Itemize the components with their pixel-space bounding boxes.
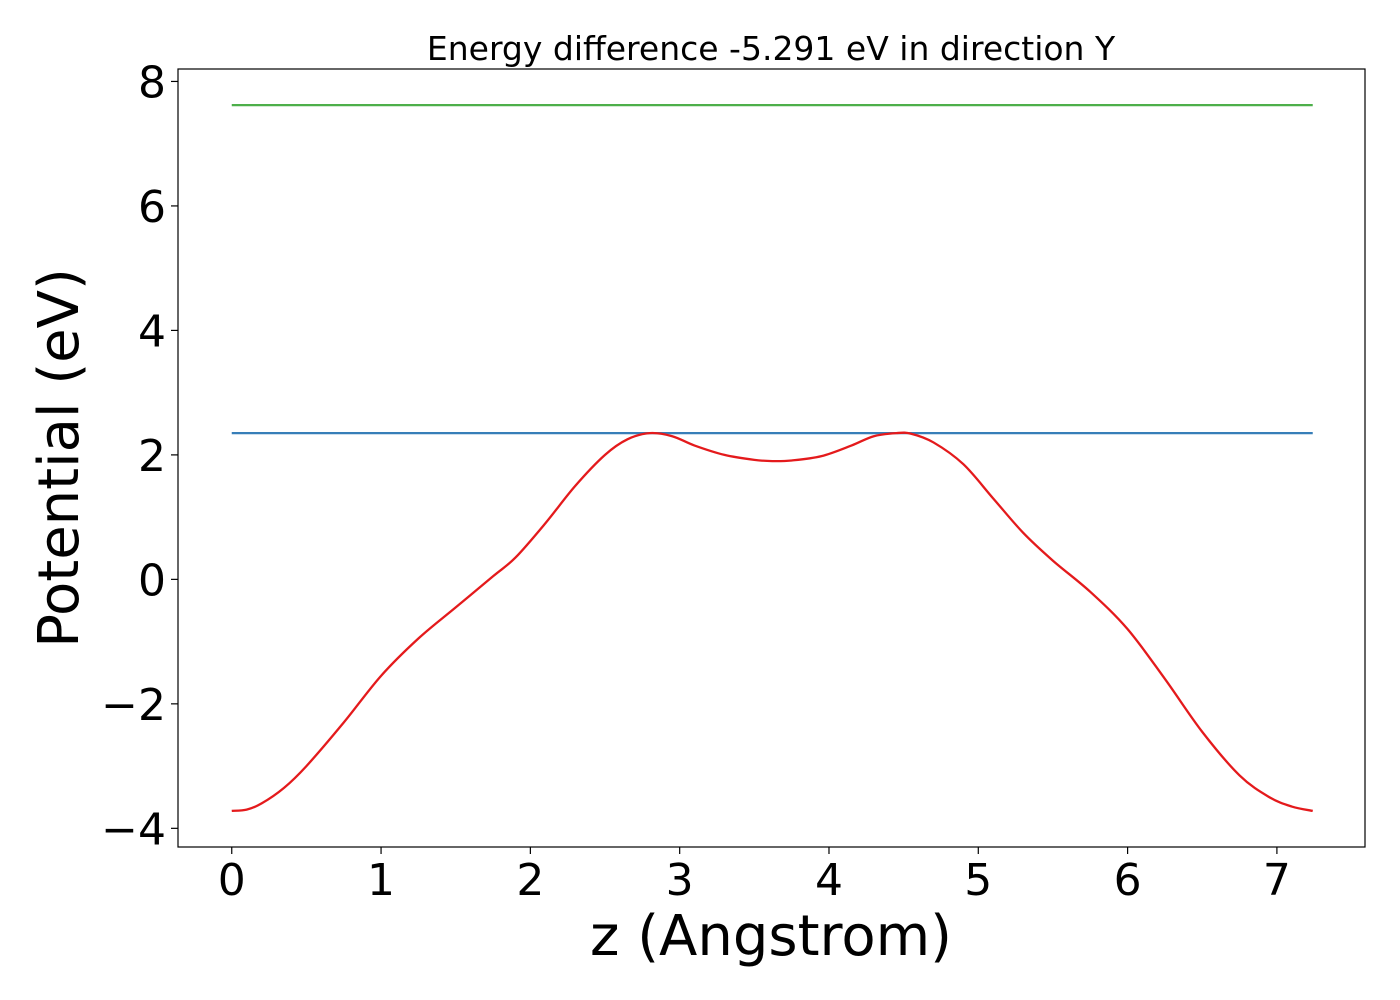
chart-title: Energy difference -5.291 eV in direction…	[427, 29, 1116, 68]
x-tick-label: 6	[1114, 855, 1142, 906]
x-tick-label: 0	[218, 855, 246, 906]
x-tick-label: 7	[1263, 855, 1291, 906]
x-tick-label: 2	[516, 855, 544, 906]
y-axis: −4 −2 0 2 4 6 8	[101, 57, 178, 855]
x-axis: 0 1 2 3 4 5 6 7	[218, 847, 1291, 906]
y-tick-label: 4	[138, 306, 166, 357]
y-tick-label: −4	[101, 804, 166, 855]
y-tick-label: −2	[101, 680, 166, 731]
y-tick-label: 2	[138, 431, 166, 482]
y-tick-label: 8	[138, 57, 166, 108]
x-tick-label: 3	[666, 855, 694, 906]
x-tick-label: 4	[815, 855, 843, 906]
x-axis-label: z (Angstrom)	[590, 904, 952, 969]
axes-frame	[177, 68, 1366, 848]
y-tick-label: 6	[138, 182, 166, 233]
x-tick-label: 1	[367, 855, 395, 906]
plot-area	[231, 103, 1313, 813]
y-axis-label: Potential (eV)	[27, 268, 92, 648]
red-potential-curve	[231, 431, 1313, 813]
x-tick-label: 5	[964, 855, 992, 906]
y-tick-label: 0	[138, 555, 166, 606]
